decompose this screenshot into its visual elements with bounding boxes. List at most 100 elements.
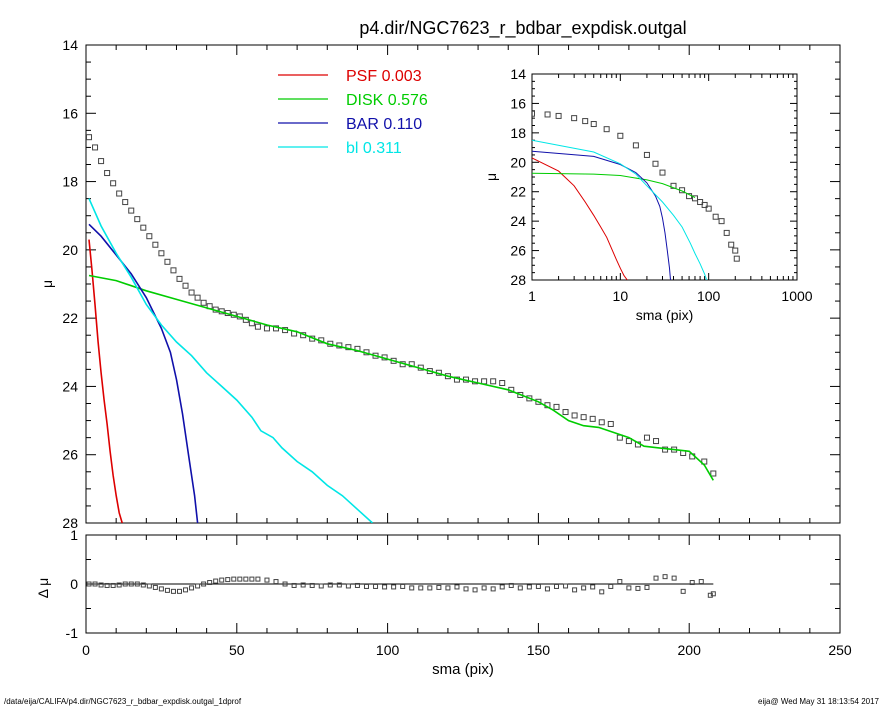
resid-ytick-label: 1 xyxy=(70,527,78,543)
inset-ytick-label: 18 xyxy=(510,125,526,141)
residual-point xyxy=(164,587,170,593)
observed-point xyxy=(92,144,99,151)
residual-point xyxy=(626,585,632,591)
inset-xtick-label: 1000 xyxy=(781,288,812,304)
residual-point xyxy=(116,582,122,588)
residual-point xyxy=(98,582,104,588)
residual-point xyxy=(689,580,695,586)
residual-point xyxy=(517,585,523,591)
residual-point xyxy=(635,585,641,591)
residual-point xyxy=(122,581,128,587)
residual-point xyxy=(92,581,98,587)
main-ytick-label: 20 xyxy=(62,242,78,258)
residual-point xyxy=(707,592,713,598)
observed-point xyxy=(146,233,153,240)
inset-observed-point xyxy=(659,169,666,176)
residual-point xyxy=(581,585,587,591)
residual-point xyxy=(273,579,279,585)
residual-point xyxy=(608,583,614,589)
observed-point xyxy=(128,207,135,214)
residual-point xyxy=(158,586,164,592)
residual-point xyxy=(400,583,406,589)
inset-observed-point xyxy=(723,229,730,236)
residual-point xyxy=(243,576,249,582)
resid-ytick-label: 0 xyxy=(70,576,78,592)
xtick-label: 0 xyxy=(82,642,90,658)
residual-point xyxy=(508,582,514,588)
xtick-label: 150 xyxy=(527,642,551,658)
observed-point xyxy=(490,378,497,385)
residual-point xyxy=(391,584,397,590)
residual-point xyxy=(255,576,261,582)
residual-point xyxy=(264,577,270,583)
xtick-label: 250 xyxy=(828,642,852,658)
main-series-bl xyxy=(88,198,374,523)
residual-point xyxy=(472,587,478,593)
main-ytick-label: 22 xyxy=(62,310,78,326)
residual-point xyxy=(680,588,686,594)
main-title: p4.dir/NGC7623_r_bdbar_expdisk.outgal xyxy=(359,18,686,39)
residual-point xyxy=(291,582,297,588)
residual-point xyxy=(354,582,360,588)
residual-point xyxy=(318,583,324,589)
residual-point xyxy=(104,582,110,588)
residual-point xyxy=(671,575,677,581)
legend-label-psf: PSF 0.003 xyxy=(346,68,422,85)
residual-point xyxy=(544,586,550,592)
residual-point xyxy=(572,587,578,593)
resid-ytick-label: -1 xyxy=(66,625,79,641)
residual-point xyxy=(207,580,213,586)
residual-point xyxy=(189,585,195,591)
residual-point xyxy=(345,583,351,589)
residual-point xyxy=(213,578,219,584)
residual-point xyxy=(454,584,460,590)
residual-point xyxy=(309,582,315,588)
observed-point xyxy=(481,378,488,385)
inset-observed-point xyxy=(532,110,535,117)
residual-point xyxy=(327,582,333,588)
main-ytick-label: 16 xyxy=(62,105,78,121)
observed-point xyxy=(194,294,201,301)
residual-point xyxy=(373,583,379,589)
residual-point xyxy=(535,583,541,589)
legend-label-bl: bl 0.311 xyxy=(346,140,402,157)
residual-point xyxy=(590,584,596,590)
main-series-disk xyxy=(88,274,714,481)
residual-point xyxy=(662,574,668,580)
residual-point xyxy=(653,575,659,581)
inset-ylabel: μ xyxy=(483,173,499,181)
observed-point xyxy=(122,199,129,206)
residual-point xyxy=(698,579,704,585)
inset-observed-point xyxy=(582,118,589,125)
main-ytick-label: 26 xyxy=(62,447,78,463)
observed-point xyxy=(98,158,105,165)
inset-observed-point xyxy=(603,126,610,133)
residual-point xyxy=(599,589,605,595)
main-series-psf xyxy=(88,239,123,523)
observed-point xyxy=(164,258,171,265)
main-ytick-label: 18 xyxy=(62,174,78,190)
observed-point xyxy=(182,282,189,289)
main-ytick-label: 14 xyxy=(62,37,78,53)
xtick-label: 100 xyxy=(376,642,400,658)
residual-point xyxy=(219,577,225,583)
residual-point xyxy=(146,583,152,589)
residual-point xyxy=(282,581,288,587)
legend-label-disk: DISK 0.576 xyxy=(346,92,428,109)
observed-point xyxy=(110,180,117,187)
residual-point xyxy=(644,584,650,590)
residual-point xyxy=(553,583,559,589)
inset-plot-frame xyxy=(531,73,798,281)
observed-point xyxy=(562,409,569,416)
residual-point xyxy=(249,576,255,582)
inset-observed-point xyxy=(718,218,725,225)
residual-point xyxy=(237,576,243,582)
observed-point xyxy=(553,403,560,410)
legend-label-bar: BAR 0.110 xyxy=(346,116,422,133)
inset-xtick-label: 100 xyxy=(697,288,721,304)
observed-point xyxy=(408,361,415,368)
main-ytick-label: 24 xyxy=(62,378,78,394)
inset-observed-point xyxy=(643,151,650,158)
residual-point xyxy=(336,582,342,588)
residual-point xyxy=(445,585,451,591)
